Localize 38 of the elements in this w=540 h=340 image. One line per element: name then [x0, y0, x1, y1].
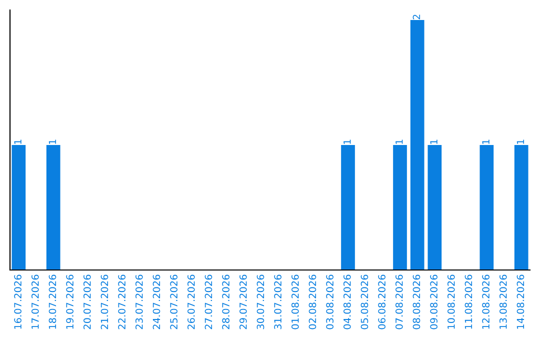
x-tick-label: 05.08.2026 [360, 274, 368, 330]
x-tick-label: 20.07.2026 [83, 274, 91, 330]
x-tick-label: 30.07.2026 [256, 274, 264, 330]
x-tick-label: 10.08.2026 [447, 274, 455, 329]
x-tick-label: 03.08.2026 [326, 274, 334, 330]
data-label: 1 [344, 140, 351, 144]
data-label: 1 [430, 140, 438, 144]
x-tick-label: 18.07.2026 [48, 274, 56, 329]
x-tick-label: 06.08.2026 [378, 274, 386, 330]
x-tick-label: 16.07.2026 [14, 274, 22, 329]
x-tick-label: 25.07.2026 [170, 274, 178, 330]
x-tick-label: 08.08.2026 [412, 274, 420, 330]
x-tick-label: 24.07.2026 [152, 274, 160, 330]
x-tick-label: 19.07.2026 [66, 274, 74, 329]
x-tick-label: 01.08.2026 [291, 274, 299, 330]
x-tick-label: 12.08.2026 [482, 274, 490, 329]
x-tick-label: 29.07.2026 [239, 274, 247, 330]
x-tick-label: 09.08.2026 [430, 274, 438, 330]
x-tick-label: 31.07.2026 [274, 274, 282, 330]
data-label: 1 [516, 140, 524, 144]
x-tick-label: 22.07.2026 [118, 274, 126, 330]
x-tick-label: 26.07.2026 [187, 274, 195, 330]
data-label: 2 [412, 14, 420, 20]
data-label: 1 [482, 140, 490, 144]
x-tick-label: 07.08.2026 [395, 274, 403, 330]
x-tick-label: 28.07.2026 [222, 274, 230, 330]
data-label: 1 [14, 140, 22, 144]
x-tick-label: 21.07.2026 [100, 274, 108, 330]
data-label: 1 [48, 140, 56, 144]
x-tick-label: 17.07.2026 [31, 274, 39, 329]
x-tick-label: 11.08.2026 [464, 274, 472, 329]
x-tick-label: 02.08.2026 [308, 274, 316, 330]
x-tick-label: 27.07.2026 [204, 274, 212, 330]
data-label: 1 [396, 140, 403, 144]
x-tick-label: 23.07.2026 [135, 274, 143, 330]
x-tick-label: 04.08.2026 [343, 274, 351, 330]
x-tick-label: 14.08.2026 [516, 274, 524, 329]
x-tick-label: 13.08.2026 [499, 274, 507, 329]
